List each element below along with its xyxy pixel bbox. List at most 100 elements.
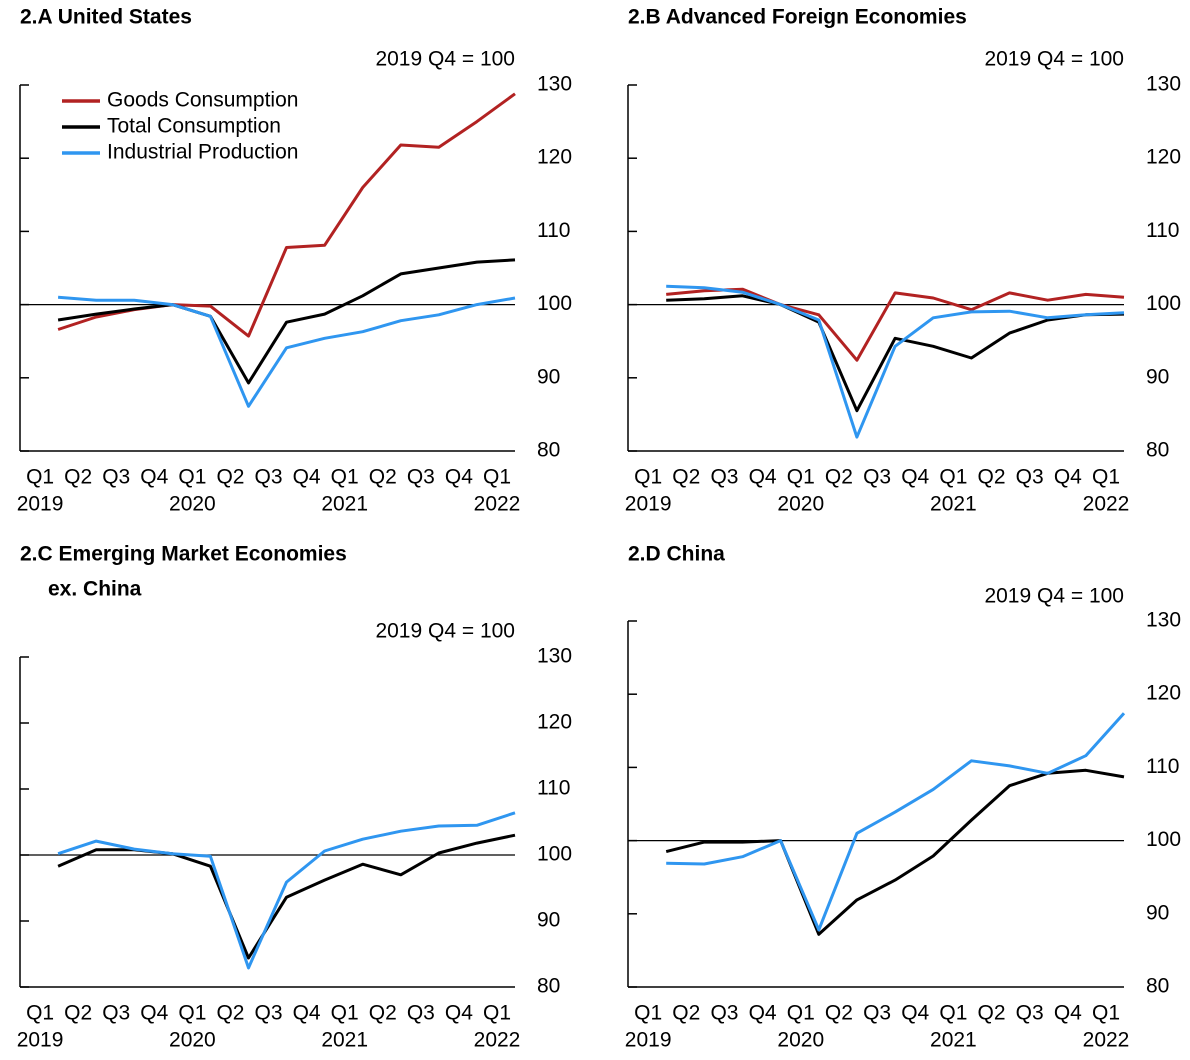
series-line	[57, 258, 516, 385]
y-tick-label: 80	[537, 439, 560, 462]
x-tick-label: Q3	[863, 466, 891, 489]
x-tick-label: Q1	[634, 466, 662, 489]
y-tick-label: 120	[537, 711, 572, 734]
series-line	[666, 284, 1125, 439]
subtitle: 2019 Q4 = 100	[375, 620, 515, 643]
x-year-label: 2019	[17, 493, 64, 516]
x-tick-label: Q4	[901, 466, 929, 489]
x-tick-label: Q4	[1054, 466, 1082, 489]
x-tick-label: Q1	[787, 466, 815, 489]
series-line	[666, 287, 1125, 362]
x-tick-label: Q1	[331, 466, 359, 489]
y-tick-label: 90	[537, 909, 560, 932]
y-tick-label: 110	[1146, 219, 1179, 242]
x-tick-label: Q3	[102, 1002, 130, 1025]
x-tick-label: Q2	[672, 1002, 700, 1025]
x-tick-label: Q1	[178, 1002, 206, 1025]
y-tick-label: 90	[537, 365, 560, 388]
x-tick-label: Q1	[483, 1002, 511, 1025]
x-tick-label: Q4	[749, 1002, 777, 1025]
panel-title: 2.C Emerging Market Economies	[20, 543, 347, 566]
y-tick-label: 90	[1146, 365, 1169, 388]
series-line	[665, 768, 1125, 936]
x-year-label: 2021	[321, 493, 368, 516]
series-line	[57, 833, 516, 960]
y-tick-label: 100	[537, 292, 572, 315]
x-year-label: 2022	[1083, 493, 1130, 516]
x-year-label: 2022	[474, 493, 521, 516]
panel-title: 2.D China	[628, 543, 725, 566]
x-tick-label: Q3	[102, 466, 130, 489]
x-year-label: 2020	[169, 493, 216, 516]
x-tick-label: Q2	[672, 466, 700, 489]
x-tick-label: Q4	[293, 1002, 321, 1025]
panel-title: 2.A United States	[20, 6, 192, 29]
y-tick-label: 90	[1146, 901, 1169, 924]
panel-title: 2.B Advanced Foreign Economies	[628, 6, 967, 29]
legend-label: Industrial Production	[107, 141, 298, 164]
x-tick-label: Q2	[369, 1002, 397, 1025]
y-tick-label: 130	[1146, 73, 1181, 96]
x-tick-label: Q3	[255, 1002, 283, 1025]
x-tick-label: Q4	[749, 466, 777, 489]
x-tick-label: Q4	[293, 466, 321, 489]
x-tick-label: Q1	[178, 466, 206, 489]
y-tick-label: 130	[537, 645, 572, 668]
panel-title: ex. China	[48, 578, 142, 601]
x-tick-label: Q4	[140, 1002, 168, 1025]
panel: 2.A United States 2019 Q4 = 100 80 90 100 110…	[17, 6, 572, 516]
y-tick-label: 80	[1146, 975, 1169, 998]
y-tick-label: 120	[537, 146, 572, 169]
x-tick-label: Q1	[331, 1002, 359, 1025]
x-tick-label: Q1	[1092, 466, 1120, 489]
x-tick-label: Q3	[407, 1002, 435, 1025]
x-tick-label: Q3	[710, 466, 738, 489]
x-tick-label: Q3	[710, 1002, 738, 1025]
y-tick-label: 80	[1146, 439, 1169, 462]
x-tick-label: Q2	[825, 466, 853, 489]
x-tick-label: Q1	[26, 1002, 54, 1025]
y-tick-label: 120	[1146, 682, 1181, 705]
x-tick-label: Q2	[64, 466, 92, 489]
panel: 2.D China 2019 Q4 = 100 80 90 100 110 120 130 Q1…	[625, 543, 1181, 1052]
x-tick-label: Q3	[1016, 466, 1044, 489]
y-tick-label: 130	[537, 73, 572, 96]
x-tick-label: Q2	[978, 1002, 1006, 1025]
y-tick-label: 130	[1146, 609, 1181, 632]
x-tick-label: Q4	[445, 1002, 473, 1025]
x-tick-label: Q2	[825, 1002, 853, 1025]
y-tick-label: 100	[1146, 828, 1181, 851]
x-tick-label: Q4	[140, 466, 168, 489]
x-tick-label: Q4	[445, 466, 473, 489]
x-tick-label: Q1	[634, 1002, 662, 1025]
legend-label: Goods Consumption	[107, 89, 298, 112]
x-year-label: 2020	[777, 1029, 824, 1052]
x-year-label: 2021	[930, 1029, 977, 1052]
x-tick-label: Q4	[901, 1002, 929, 1025]
x-year-label: 2022	[474, 1029, 521, 1052]
x-tick-label: Q1	[1092, 1002, 1120, 1025]
x-year-label: 2021	[930, 493, 977, 516]
y-tick-label: 100	[1146, 292, 1181, 315]
panel: 2.C Emerging Market Economies ex. China 20…	[17, 543, 572, 1052]
series-line	[666, 294, 1125, 413]
x-tick-label: Q2	[978, 466, 1006, 489]
series-line	[57, 295, 516, 408]
x-tick-label: Q1	[939, 1002, 967, 1025]
x-year-label: 2020	[777, 493, 824, 516]
x-year-label: 2019	[625, 1029, 672, 1052]
x-tick-label: Q3	[255, 466, 283, 489]
series-line	[57, 811, 516, 970]
x-tick-label: Q2	[369, 466, 397, 489]
x-tick-label: Q1	[26, 466, 54, 489]
subtitle: 2019 Q4 = 100	[984, 48, 1124, 71]
y-tick-label: 80	[537, 975, 560, 998]
x-year-label: 2020	[169, 1029, 216, 1052]
x-tick-label: Q2	[64, 1002, 92, 1025]
x-tick-label: Q1	[787, 1002, 815, 1025]
x-tick-label: Q1	[483, 466, 511, 489]
x-year-label: 2019	[17, 1029, 64, 1052]
subtitle: 2019 Q4 = 100	[984, 585, 1124, 608]
